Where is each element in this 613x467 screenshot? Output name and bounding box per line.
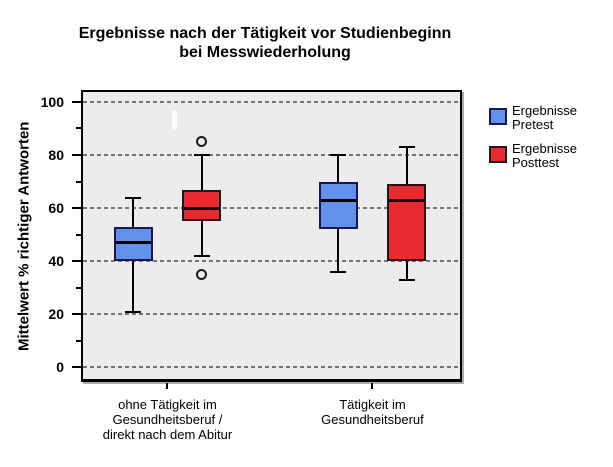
y-tick-label: 40 — [48, 253, 64, 270]
whisker-cap — [193, 154, 210, 157]
gridline — [83, 154, 460, 157]
median-line-pretest-group1 — [115, 241, 151, 245]
chart-title: Ergebnisse nach der Tätigkeit vor Studie… — [0, 24, 530, 62]
y-tick-minor — [76, 233, 81, 236]
category-label-line: direkt nach dem Abitur — [102, 427, 233, 442]
category-label: ohne Tätigkeit im Gesundheitsberuf / direk… — [72, 397, 262, 442]
whisker-cap — [330, 270, 347, 273]
median-line-pretest-group2 — [320, 198, 356, 202]
x-tick — [371, 383, 374, 389]
legend-swatch-posttest — [489, 146, 507, 163]
outlier-circle — [196, 268, 208, 280]
category-label: Tätigkeit im Gesundheitsberuf — [277, 397, 467, 427]
chart-title-line1: Ergebnisse nach der Tätigkeit vor Studie… — [78, 25, 452, 42]
y-tick-label: 20 — [48, 306, 64, 323]
y-tick-label: 80 — [48, 147, 64, 164]
median-line-posttest-group2 — [389, 198, 425, 202]
box-posttest-group2 — [387, 184, 427, 262]
chart-title-line2: bei Messwiederholung — [179, 44, 351, 61]
y-tick-label: 0 — [56, 359, 64, 376]
gridline — [83, 100, 460, 103]
outlier-circle — [196, 136, 208, 148]
legend: Ergebnisse Pretest Ergebnisse Posttest — [489, 104, 611, 194]
legend-label-line: Ergebnisse — [512, 141, 578, 156]
y-tick-major — [72, 260, 81, 263]
gridline — [83, 366, 460, 369]
y-tick-minor — [76, 180, 81, 183]
box-pretest-group2 — [318, 181, 358, 230]
y-tick-major — [72, 366, 81, 369]
whisker-cap — [398, 146, 415, 149]
category-label-line: Gesundheitsberuf / — [112, 412, 223, 427]
legend-label-line: Pretest — [512, 117, 554, 132]
whisker-cap — [330, 154, 347, 157]
y-tick-minor — [76, 127, 81, 130]
category-label-line: Gesundheitsberuf — [321, 412, 424, 427]
white-mark-artifact — [172, 111, 177, 130]
legend-swatch-pretest — [489, 108, 507, 125]
legend-label-pretest: Ergebnisse Pretest — [512, 104, 577, 132]
median-line-posttest-group1 — [184, 206, 220, 210]
gridline — [83, 313, 460, 316]
whisker-cap — [193, 254, 210, 257]
whisker-cap — [125, 196, 142, 199]
gridline — [83, 260, 460, 263]
x-tick — [166, 383, 169, 389]
category-label-line: ohne Tätigkeit im — [118, 397, 217, 412]
legend-label-line: Ergebnisse — [512, 103, 578, 118]
whisker-cap — [398, 278, 415, 281]
legend-label-line: Posttest — [512, 155, 559, 170]
legend-item-posttest: Ergebnisse Posttest — [489, 142, 577, 170]
whisker-cap — [125, 310, 142, 313]
y-tick-major — [72, 100, 81, 103]
legend-item-pretest: Ergebnisse Pretest — [489, 104, 577, 132]
y-tick-minor — [76, 339, 81, 342]
y-tick-major — [72, 154, 81, 157]
y-tick-major — [72, 207, 81, 210]
y-tick-major — [72, 313, 81, 316]
legend-label-posttest: Ergebnisse Posttest — [512, 142, 577, 170]
category-label-line: Tätigkeit im — [339, 397, 406, 412]
y-tick-minor — [76, 286, 81, 289]
y-tick-label: 100 — [40, 93, 64, 110]
box-posttest-group1 — [182, 189, 222, 222]
gridline — [83, 207, 460, 210]
y-tick-label: 60 — [48, 200, 64, 217]
